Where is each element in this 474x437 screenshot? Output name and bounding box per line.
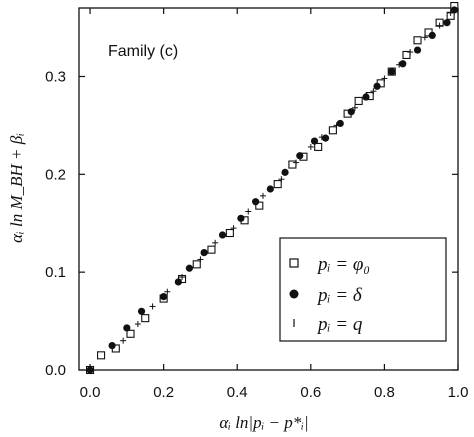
point-q [396,61,403,68]
legend-square-marker [289,258,299,268]
point-delta [281,168,289,176]
annotation-family: Family (c) [108,43,178,60]
point-phi0 [328,126,337,135]
point-delta [252,198,260,206]
point-delta [237,214,245,222]
point-delta [160,293,168,301]
point-q [447,9,454,16]
x-tick-label: 1.0 [448,384,469,401]
point-phi0 [225,228,234,238]
x-axis-label: αᵢ ln|pᵢ − p*ᵢ| [219,413,308,432]
point-phi0 [97,351,106,360]
point-delta [399,60,407,68]
point-q [318,134,325,141]
y-axis-label: αᵢ ln M_BH + βᵢ [7,133,26,243]
point-phi0 [126,329,135,338]
point-q [278,176,285,183]
point-q [134,321,141,328]
point-delta [174,278,182,286]
legend: pᵢ = φ₀ pᵢ = δ pᵢ = q [279,237,447,342]
x-tick-label: 0.8 [374,384,395,401]
point-delta [266,185,274,193]
point-phi0 [354,96,363,105]
point-phi0 [141,314,150,323]
point-delta [123,324,131,332]
data-points [85,1,459,375]
point-delta [347,108,355,116]
x-tick-label: 0.2 [153,384,174,401]
point-q [212,239,219,246]
point-q [164,288,171,295]
point-delta [296,152,304,160]
point-delta [373,82,381,90]
point-q [370,88,377,95]
point-delta [200,248,208,257]
point-q [245,208,252,215]
point-delta [218,231,227,239]
x-tick-label: 0.4 [227,384,248,401]
point-q [179,274,186,281]
point-delta [336,119,344,128]
point-q [421,34,428,41]
point-q [381,75,388,82]
x-tick-label: 0.6 [300,384,321,401]
point-q [407,49,414,56]
legend-label-phi: pᵢ = φ₀ [316,254,370,275]
point-phi0 [413,36,422,45]
point-delta [108,341,116,350]
plot-frame [78,7,459,371]
legend-label-delta: pᵢ = δ [316,285,363,306]
y-tick-labels: 0.0 0.1 0.2 0.3 [45,68,66,379]
point-q [293,159,300,166]
point-q [259,192,266,199]
point-q [307,143,314,150]
legend-label-q: pᵢ = q [316,314,363,335]
point-delta [428,31,436,39]
point-phi0 [192,260,201,269]
point-q [87,367,94,373]
point-phi0 [255,201,264,210]
point-delta [413,46,422,54]
legend-circle-marker [289,289,299,299]
x-tick-labels: 0.0 0.2 0.4 0.6 0.8 1.0 [80,384,469,401]
point-delta [450,6,458,14]
point-delta [137,307,146,315]
point-phi0 [314,142,323,151]
point-q [333,122,340,129]
y-tick-label: 0.0 [45,362,66,379]
point-delta [185,264,193,272]
point-q [230,225,237,232]
y-tick-label: 0.1 [45,264,66,281]
point-q [351,104,358,111]
x-tick-label: 0.0 [80,384,101,401]
y-tick-label: 0.3 [45,68,66,85]
point-q [197,256,204,263]
point-phi0 [273,180,282,189]
point-delta [310,137,319,145]
point-q [120,337,127,344]
point-delta [362,93,370,101]
point-q [436,22,443,29]
legend-box [279,237,447,342]
point-delta [321,134,330,142]
point-delta [443,19,451,27]
y-tick-label: 0.2 [45,166,66,183]
point-q [149,303,156,310]
point-delta [388,67,396,76]
point-phi0 [207,245,216,254]
